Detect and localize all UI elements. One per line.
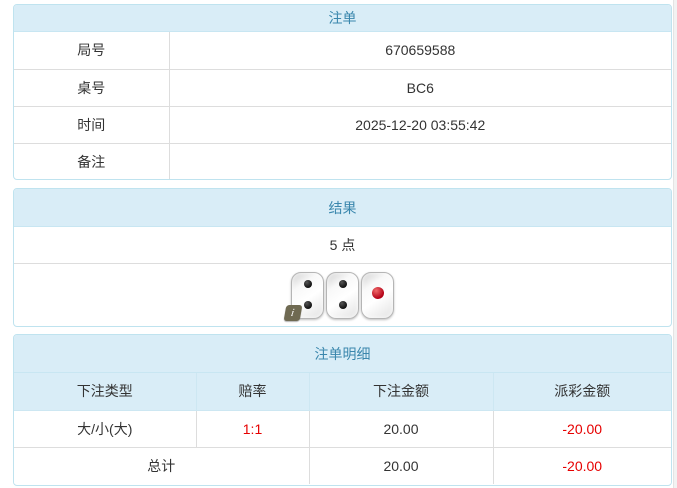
remark-value	[168, 142, 671, 179]
bet-detail-table: 下注类型 赔率 下注金额 派彩金额 大/小(大) 1:1 20.00 -20.0…	[14, 373, 671, 484]
total-payout-amount: -20.00	[492, 446, 671, 484]
table-header-row: 下注类型 赔率 下注金额 派彩金额	[14, 373, 671, 411]
table-row: 局号 670659588	[14, 32, 671, 70]
table-number-value: BC6	[168, 68, 671, 107]
bet-detail-panel: 注单明细 下注类型 赔率 下注金额 派彩金额 大/小(大) 1:1 20.00 …	[13, 334, 672, 486]
result-points: 5 点	[14, 227, 671, 264]
odds-value: 1:1	[195, 409, 310, 448]
die-pip	[338, 300, 347, 309]
col-bet-type: 下注类型	[14, 373, 197, 411]
bet-amount-value: 20.00	[308, 409, 494, 448]
time-value: 2025-12-20 03:55:42	[168, 105, 671, 144]
info-icon[interactable]: i	[283, 304, 303, 321]
die-pip	[338, 280, 347, 289]
table-row: 备注	[14, 142, 671, 179]
col-odds: 赔率	[195, 373, 310, 411]
time-label: 时间	[14, 105, 170, 144]
dice-row: i	[14, 264, 671, 326]
bet-order-table: 局号 670659588 桌号 BC6 时间 2025-12-20 03:55:…	[14, 32, 671, 179]
bet-type-value: 大/小(大)	[14, 409, 197, 448]
total-label: 总计	[14, 446, 310, 484]
result-title: 结果	[14, 189, 671, 227]
die-pip	[371, 286, 384, 299]
table-row: 大/小(大) 1:1 20.00 -20.00	[14, 409, 671, 448]
round-number-label: 局号	[14, 32, 170, 70]
result-panel: 结果 5 点 i	[13, 188, 672, 327]
scrollbar-track[interactable]	[673, 0, 677, 488]
table-row: 时间 2025-12-20 03:55:42	[14, 105, 671, 144]
die-pip	[303, 280, 312, 289]
bet-order-panel: 注单 局号 670659588 桌号 BC6 时间 2025-12-20 03:…	[13, 4, 672, 180]
die-pip	[303, 300, 312, 309]
payout-amount-value: -20.00	[492, 409, 671, 448]
table-row: 桌号 BC6	[14, 68, 671, 107]
remark-label: 备注	[14, 142, 170, 179]
col-payout-amount: 派彩金额	[492, 373, 671, 411]
die-1: i	[283, 271, 324, 321]
total-bet-amount: 20.00	[308, 446, 494, 484]
bet-detail-title: 注单明细	[14, 335, 671, 373]
bet-order-title: 注单	[14, 5, 671, 32]
die-3	[361, 271, 394, 319]
round-number-value: 670659588	[168, 32, 671, 70]
total-row: 总计 20.00 -20.00	[14, 446, 671, 484]
col-bet-amount: 下注金额	[308, 373, 494, 411]
table-number-label: 桌号	[14, 68, 170, 107]
die-2	[326, 271, 359, 319]
